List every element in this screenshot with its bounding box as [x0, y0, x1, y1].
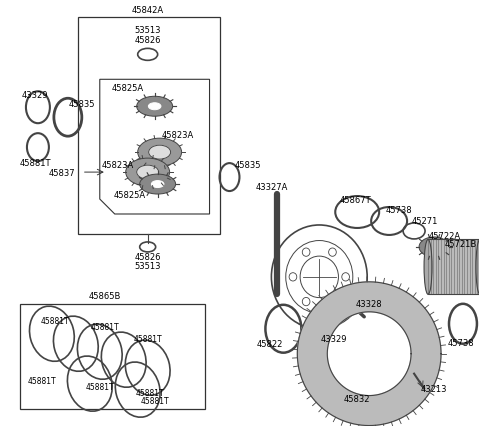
Text: 45837: 45837: [48, 168, 75, 177]
Text: 45738: 45738: [448, 338, 474, 347]
Text: 43327A: 43327A: [255, 182, 288, 191]
Text: 45722A: 45722A: [429, 232, 461, 241]
Text: 45826: 45826: [134, 253, 161, 262]
Ellipse shape: [137, 166, 159, 180]
Text: 45865B: 45865B: [89, 292, 121, 301]
Polygon shape: [297, 282, 441, 426]
Ellipse shape: [149, 146, 170, 160]
Ellipse shape: [140, 175, 176, 195]
Text: 45825A: 45825A: [112, 83, 144, 92]
Text: 45738: 45738: [386, 205, 412, 214]
Bar: [428, 240, 480, 295]
Text: 45823A: 45823A: [102, 160, 134, 169]
Text: 53513: 53513: [134, 262, 161, 271]
Ellipse shape: [126, 159, 169, 187]
Text: 45822: 45822: [256, 340, 283, 348]
Text: 45881T: 45881T: [133, 334, 162, 343]
Text: 45835: 45835: [234, 160, 261, 169]
Ellipse shape: [429, 244, 439, 251]
Bar: [78, 18, 219, 234]
Text: 45867T: 45867T: [339, 195, 371, 204]
Text: 45835: 45835: [69, 100, 95, 109]
Ellipse shape: [138, 139, 181, 167]
Ellipse shape: [148, 104, 161, 110]
Ellipse shape: [151, 181, 164, 188]
Text: 43213: 43213: [421, 384, 447, 393]
Ellipse shape: [476, 240, 480, 295]
Ellipse shape: [137, 97, 173, 117]
Text: 45271: 45271: [412, 217, 438, 226]
Text: 45826: 45826: [134, 36, 161, 45]
Text: 45881T: 45881T: [27, 376, 56, 385]
Bar: [20, 304, 204, 409]
Text: 45842A: 45842A: [132, 6, 164, 15]
Text: 45881T: 45881T: [135, 388, 164, 397]
Text: 45721B: 45721B: [445, 240, 477, 249]
Text: 53513: 53513: [134, 26, 161, 35]
Text: 45823A: 45823A: [161, 130, 194, 139]
Text: 45881T: 45881T: [140, 396, 169, 405]
Text: 45881T: 45881T: [19, 158, 51, 167]
Text: 45881T: 45881T: [90, 322, 119, 331]
Text: 43329: 43329: [321, 334, 348, 343]
Ellipse shape: [424, 240, 432, 295]
Text: 45881T: 45881T: [85, 382, 114, 391]
Ellipse shape: [419, 237, 449, 257]
Text: 43328: 43328: [356, 299, 383, 308]
Text: 45881T: 45881T: [41, 317, 69, 325]
Text: 45825A: 45825A: [114, 190, 146, 199]
Text: 43329: 43329: [22, 91, 48, 100]
Text: 45832: 45832: [344, 394, 371, 403]
